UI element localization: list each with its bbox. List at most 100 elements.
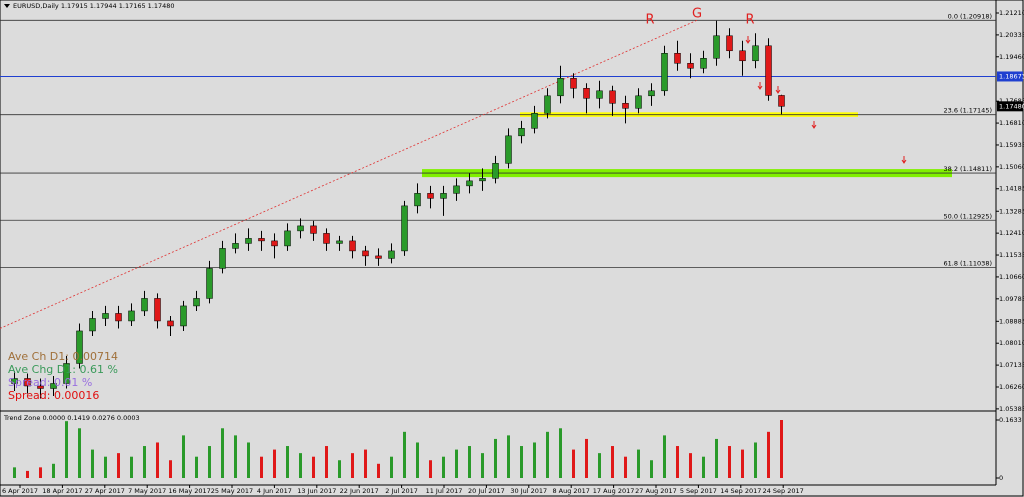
candle-body [765,45,772,96]
candle-body [466,180,473,187]
candle-body [76,330,83,364]
arrows [745,36,907,164]
x-tick-label: 22 Jun 2017 [340,487,379,495]
candle-body [375,255,382,259]
x-tick-label: 8 Aug 2017 [552,487,590,495]
indicator-bar [195,456,198,478]
fib-label: 0.0 (1.20918) [948,12,992,20]
y-tick-label: 1.05385 [999,405,1024,413]
indicator-bar [403,431,406,478]
indicator-bar [767,431,770,478]
indicator-bar [13,467,16,478]
indicator-bar [247,442,250,478]
y-tick-label: 1.08010 [999,339,1024,347]
candle-body [544,95,551,114]
indicator-bar [715,438,718,478]
indicator-bar [754,442,757,478]
chart-title: EURUSD,Daily 1.17915 1.17944 1.17165 1.1… [13,2,175,10]
y-tick-label: 1.12410 [999,229,1024,237]
candle-body [700,58,707,69]
candle-body [323,233,330,244]
indicator-bar [104,456,107,478]
candle-body [531,113,538,129]
candle-body [427,193,434,199]
indicator-bar [611,446,614,478]
x-tick-label: 20 Jul 2017 [468,487,505,495]
candle-body [310,225,317,234]
candle-body [596,90,603,99]
candle-body [258,238,265,242]
info-text: Spread: 0.01 % [8,376,92,389]
indicator-bar [585,438,588,478]
indicator-bar [351,453,354,478]
candle-body [661,53,668,92]
indicator-bar [728,446,731,478]
indicator-bar [572,449,575,478]
candle-body [414,193,421,207]
indicator-bar [481,453,484,478]
indicator-bar [377,463,380,478]
candle-body [726,35,733,52]
candle-body [11,378,18,384]
indicator-bar [442,456,445,478]
candle-body [37,385,44,389]
candle-body [687,63,694,69]
indicator-bar [429,460,432,478]
x-tick-label: 7 May 2017 [128,487,166,495]
candle-body [492,163,499,179]
indicator-bar [221,428,224,478]
indicator-bar [650,460,653,478]
y-tick-label: 1.17685 [999,97,1024,105]
y-tick-label: 1.14185 [999,185,1024,193]
indicator-bar [702,456,705,478]
candle-body [362,250,369,257]
info-text: Ave Ch D1: 0.00714 [8,350,118,363]
candle-body [115,313,122,322]
y-tick-label: 1.11535 [999,251,1024,259]
indicator-bar [273,449,276,478]
indicator-bar [676,446,679,478]
indicator-bar [312,456,315,478]
fib-label: 50.0 (1.12925) [944,212,993,220]
candle-body [401,205,408,252]
x-tick-label: 13 Jun 2017 [297,487,336,495]
y-tick-label: 0.1633 [999,416,1022,424]
candle-body [583,88,590,99]
candle-body [622,103,629,109]
candle-body [50,383,57,389]
fib-label: 38.2 (1.14811) [944,165,993,173]
price-box-label: 1.18673 [999,72,1024,80]
indicator-bar [286,446,289,478]
indicator-bar [624,456,627,478]
annotation: R [645,13,654,28]
candle-body [245,238,252,244]
candle-body [63,363,70,384]
info-text: Ave Chg D1: 0.61 % [8,363,118,376]
y-tick-label: 1.21210 [999,9,1024,17]
y-tick-label: 1.15060 [999,163,1024,171]
candle-body [24,378,31,387]
indicator-bar [65,421,68,478]
annotation: G [692,7,702,22]
candle-body [440,193,447,199]
indicator-bar [416,442,419,478]
indicator-bar [663,435,666,478]
candle-body [609,90,616,104]
indicator-bar [338,460,341,478]
x-tick-label: 25 May 2017 [211,487,253,495]
x-tick-label: 5 Sep 2017 [680,487,717,495]
indicator-bar [91,449,94,478]
fib-label: 23.6 (1.17145) [944,107,993,115]
fib-label: 61.8 (1.11038) [944,259,993,267]
y-tick-label: 1.09785 [999,295,1024,303]
candle-body [648,90,655,97]
annotation: R [745,13,754,28]
candle-body [219,248,226,269]
indicator-bar [325,446,328,478]
candle-body [349,240,356,252]
x-tick-label: 11 Jul 2017 [426,487,463,495]
